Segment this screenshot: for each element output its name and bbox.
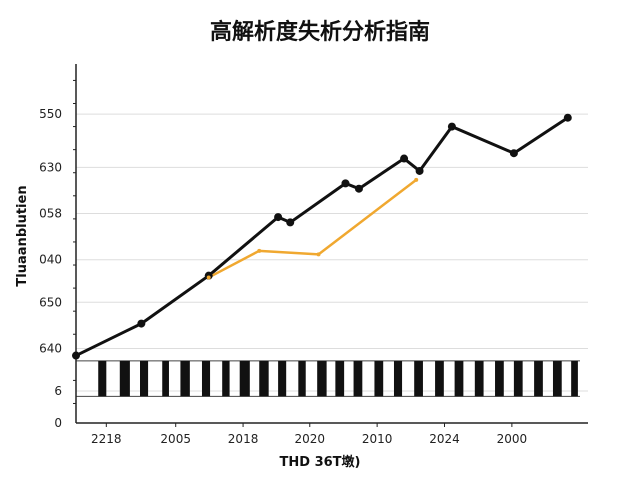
data-point [414, 177, 419, 182]
barcode-bar [180, 360, 190, 397]
data-point [72, 351, 80, 360]
data-points [72, 113, 572, 360]
grid-lines [73, 79, 588, 404]
x-tick-labels: 2218 2005 2018 2020 2010 2024 2000 [91, 423, 527, 446]
barcode-bar [374, 360, 384, 397]
y-tick-label: 6 [54, 384, 62, 398]
barcode-bar [513, 360, 523, 397]
y-axis-title: Tluaanblutien [15, 185, 30, 286]
barcode-bar [335, 360, 345, 397]
x-tick-label: 2024 [429, 432, 460, 446]
barcode-bar [454, 360, 464, 397]
barcode-bar [239, 360, 250, 397]
barcode-bar [98, 360, 107, 397]
data-point [274, 213, 283, 222]
y-tick-label: 040 [39, 253, 62, 267]
axes [75, 64, 588, 424]
barcode-bar [201, 360, 211, 397]
barcode-bar [414, 360, 423, 397]
series-line-1 [75, 116, 569, 357]
y-tick-label: 650 [39, 295, 62, 309]
barcode-bar [222, 360, 230, 397]
data-point [341, 179, 350, 188]
y-tick-label: 058 [39, 207, 62, 221]
data-point [206, 275, 211, 280]
y-tick-label: 550 [39, 107, 62, 121]
data-point [257, 248, 262, 253]
x-tick-label: 2218 [91, 432, 122, 446]
series-lines [75, 116, 569, 357]
data-point [316, 252, 321, 257]
y-tick-labels: 0 6 640 650 040 058 630 550 [39, 107, 62, 430]
data-point [415, 166, 424, 175]
data-point [447, 122, 456, 131]
barcode-bar [495, 360, 504, 397]
x-tick-label: 2000 [497, 432, 528, 446]
y-tick-label: 0 [54, 416, 62, 430]
barcode-band [76, 360, 580, 397]
data-point [354, 184, 363, 193]
barcode-bar [298, 360, 306, 397]
barcode-bar [534, 360, 543, 397]
data-point [286, 218, 295, 227]
y-tick-label: 640 [39, 341, 62, 355]
chart-title: 高解析度失析分析指南 [209, 20, 430, 45]
barcode-bar [140, 360, 149, 397]
barcode-bar [278, 360, 287, 397]
barcode-bar [162, 360, 169, 397]
series-line-2 [208, 178, 417, 279]
data-point [137, 319, 146, 328]
x-tick-label: 2010 [362, 432, 393, 446]
barcode-bar [474, 360, 484, 397]
data-point [563, 113, 572, 122]
barcode-bar [119, 360, 130, 397]
barcode-bar [353, 360, 363, 397]
barcode-bar [552, 360, 562, 397]
barcode-bar [393, 360, 403, 397]
y-tick-label: 630 [39, 160, 62, 174]
x-tick-label: 2020 [294, 432, 325, 446]
x-axis-title: THD 36T墩) [280, 454, 361, 470]
barcode-bar [435, 360, 444, 397]
data-point [509, 149, 518, 158]
x-tick-label: 2018 [228, 432, 259, 446]
barcode-bar [317, 360, 327, 397]
barcode-bar [259, 360, 269, 397]
x-tick-label: 2005 [160, 432, 191, 446]
barcode-bar [571, 360, 578, 397]
data-point [400, 154, 409, 163]
